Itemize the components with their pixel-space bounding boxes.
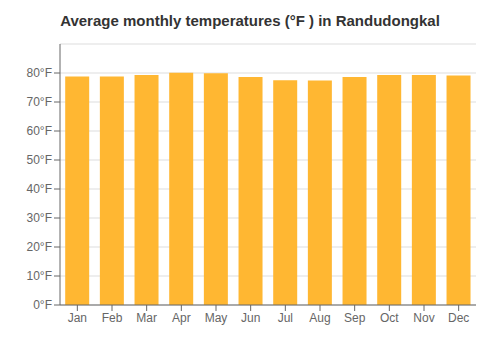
svg-text:10°F: 10°F [27,269,52,283]
svg-text:50°F: 50°F [27,153,52,167]
svg-text:40°F: 40°F [27,182,52,196]
svg-text:May: May [205,311,228,325]
svg-text:Oct: Oct [380,311,399,325]
svg-text:Apr: Apr [172,311,191,325]
svg-text:20°F: 20°F [27,240,52,254]
html-text:Average monthly temperatures (: Average monthly temperatures (°F ) in Ra… [60,12,440,29]
svg-text:Aug: Aug [309,311,330,325]
svg-text:Mar: Mar [136,311,157,325]
svg-text:Jun: Jun [241,311,260,325]
svg-text:60°F: 60°F [27,124,52,138]
svg-text:Jan: Jan [68,311,87,325]
svg-text:Feb: Feb [102,311,123,325]
svg-text:Jul: Jul [278,311,293,325]
svg-text:Dec: Dec [448,311,469,325]
svg-text:70°F: 70°F [27,95,52,109]
svg-text:0°F: 0°F [33,298,52,312]
svg-text:30°F: 30°F [27,211,52,225]
svg-text:Sep: Sep [344,311,366,325]
svg-text:80°F: 80°F [27,66,52,80]
svg-text:Nov: Nov [413,311,434,325]
